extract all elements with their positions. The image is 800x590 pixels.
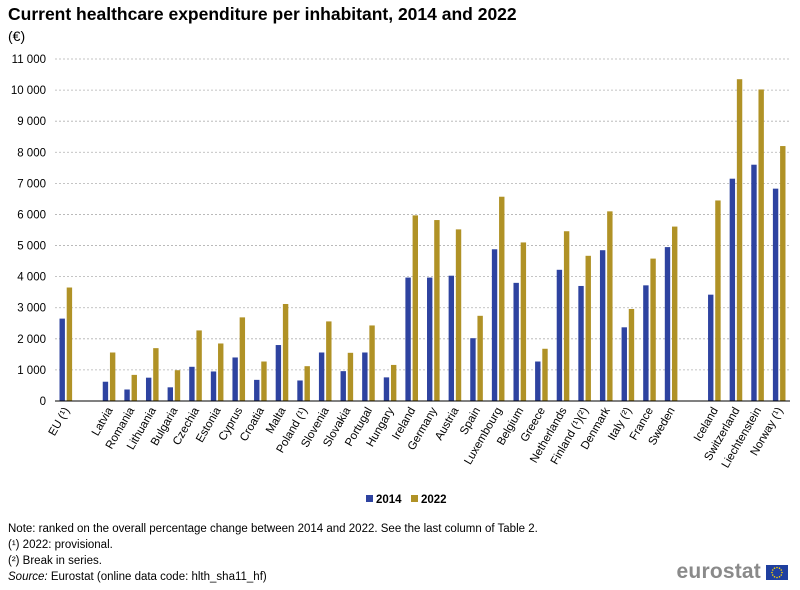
bar-2022 xyxy=(261,361,267,401)
x-tick-label: EU (¹) xyxy=(47,405,73,438)
bar-2022 xyxy=(434,220,440,401)
y-tick-label: 9 000 xyxy=(17,116,46,128)
legend: 2014 2022 xyxy=(366,494,447,506)
bar-2022 xyxy=(196,330,202,401)
bar-2014 xyxy=(513,282,519,401)
legend-swatch-2014 xyxy=(366,495,373,502)
bar-2022 xyxy=(66,287,73,401)
bar-2022 xyxy=(282,303,289,401)
bar-2014 xyxy=(621,327,627,401)
note-ranking: Note: ranked on the overall percentage c… xyxy=(8,523,538,535)
bar-2014 xyxy=(751,164,757,401)
bar-chart: 0 1 000 2 000 3 000 4 000 5 000 6 000 7 000 8 00… xyxy=(11,54,790,506)
bar-2022 xyxy=(131,374,137,401)
bar-2014 xyxy=(362,352,368,401)
bar-2014 xyxy=(405,277,411,401)
bar-2022 xyxy=(585,255,591,401)
bar-2022 xyxy=(715,200,721,401)
y-tick-label: 0 xyxy=(40,396,46,408)
y-tick-label: 6 000 xyxy=(17,209,46,221)
bar-2014 xyxy=(578,285,584,401)
bars xyxy=(59,79,786,402)
bar-2014 xyxy=(167,387,173,401)
y-tick-label: 1 000 xyxy=(17,365,46,377)
bar-2022 xyxy=(347,352,354,401)
bar-2014 xyxy=(643,285,649,401)
bar-2014 xyxy=(599,250,606,401)
y-tick-label: 10 000 xyxy=(11,85,46,97)
chart-title: Current healthcare expenditure per inhab… xyxy=(8,4,517,24)
notes: Note: ranked on the overall percentage c… xyxy=(8,521,538,585)
legend-swatch-2022 xyxy=(411,495,418,502)
bar-2022 xyxy=(650,258,656,401)
bar-2022 xyxy=(390,364,397,401)
bar-2022 xyxy=(628,308,635,401)
bar-2022 xyxy=(758,89,764,402)
legend-label-2022: 2022 xyxy=(421,494,447,506)
x-axis-ticks: EU (¹) LatviaRomaniaLithuaniaBulgariaCzec… xyxy=(47,405,786,470)
grid-lines xyxy=(55,58,790,371)
bar-2022 xyxy=(736,79,743,401)
source-text: Eurostat (online data code: hlth_sha11_h… xyxy=(47,571,267,583)
eurostat-logo: eurostat xyxy=(677,560,788,584)
y-tick-label: 8 000 xyxy=(17,147,46,159)
y-tick-label: 11 000 xyxy=(12,54,46,66)
bar-2022 xyxy=(326,321,332,401)
legend-label-2014: 2014 xyxy=(376,494,402,506)
bar-2022 xyxy=(174,370,181,401)
unit-label: (€) xyxy=(8,28,26,44)
bar-2014 xyxy=(664,247,671,401)
note-break: (²) Break in series. xyxy=(8,555,102,567)
y-tick-label: 3 000 xyxy=(17,303,46,315)
bar-2014 xyxy=(124,389,130,401)
note-provisional: (¹) 2022: provisional. xyxy=(8,539,113,551)
bar-2022 xyxy=(218,343,224,401)
bar-2014 xyxy=(470,338,476,401)
bar-2014 xyxy=(189,366,195,401)
bar-2022 xyxy=(520,242,527,401)
bar-2014 xyxy=(232,357,238,401)
bar-2022 xyxy=(455,229,462,401)
bar-2022 xyxy=(563,231,570,401)
y-tick-label: 2 000 xyxy=(17,334,46,346)
note-source: Source: Eurostat (online data code: hlth… xyxy=(8,569,538,585)
bar-2014 xyxy=(102,381,109,401)
bar-2014 xyxy=(491,249,498,401)
y-axis-ticks: 0 1 000 2 000 3 000 4 000 5 000 6 000 7 000 8 00… xyxy=(11,54,46,408)
source-label: Source: xyxy=(8,571,48,583)
bar-2014 xyxy=(448,275,455,401)
bar-2014 xyxy=(59,318,65,401)
bar-2014 xyxy=(535,361,541,401)
bar-2014 xyxy=(297,380,303,401)
bar-2014 xyxy=(383,377,390,401)
bar-2014 xyxy=(772,188,779,401)
bar-2014 xyxy=(210,371,217,401)
bar-2022 xyxy=(672,226,678,401)
bar-2022 xyxy=(369,325,375,401)
y-tick-label: 4 000 xyxy=(17,272,46,284)
logo-text: eurostat xyxy=(676,560,761,583)
bar-2014 xyxy=(427,277,433,401)
bar-2022 xyxy=(412,215,418,401)
bar-2014 xyxy=(254,379,260,401)
bar-2014 xyxy=(340,371,346,401)
bar-2014 xyxy=(708,294,714,401)
bar-2022 xyxy=(542,348,548,401)
bar-2014 xyxy=(729,178,736,401)
bar-2022 xyxy=(780,146,786,401)
bar-2014 xyxy=(145,377,152,401)
bar-2014 xyxy=(556,269,563,401)
y-tick-label: 7 000 xyxy=(17,178,46,190)
eu-flag-icon xyxy=(766,564,788,580)
y-tick-label: 5 000 xyxy=(17,241,46,253)
bar-2022 xyxy=(607,211,613,401)
bar-2014 xyxy=(275,345,282,401)
bar-2022 xyxy=(153,348,159,401)
bar-2022 xyxy=(499,196,505,401)
bar-2022 xyxy=(239,317,246,401)
bar-2022 xyxy=(477,315,483,401)
bar-2022 xyxy=(109,352,116,401)
bar-2022 xyxy=(304,366,310,401)
bar-2014 xyxy=(318,352,325,401)
